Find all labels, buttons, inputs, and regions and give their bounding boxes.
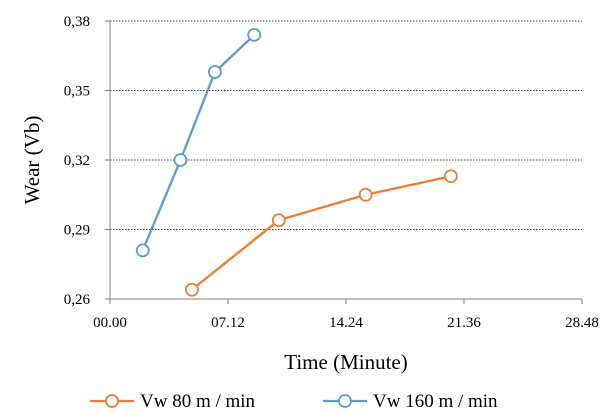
data-point bbox=[135, 243, 150, 258]
y-tick-label: 0,38 bbox=[64, 14, 90, 30]
legend-label: Vw 80 m / min bbox=[140, 391, 256, 412]
series bbox=[135, 28, 458, 297]
y-axis-title: Wear (Vb) bbox=[20, 116, 44, 205]
data-point bbox=[271, 213, 286, 228]
x-axis-title: Time (Minute) bbox=[284, 350, 407, 374]
y-axis-ticks: 0,26 0,29 0,32 0,35 0,38 bbox=[64, 14, 110, 308]
legend-item-1: Vw 80 m / min bbox=[90, 391, 256, 412]
y-tick-label: 0,29 bbox=[64, 223, 90, 239]
series-1 bbox=[185, 169, 458, 297]
x-tick-label: 00.00 bbox=[93, 315, 127, 331]
y-tick-label: 0,35 bbox=[64, 84, 90, 100]
legend-swatch-marker bbox=[338, 394, 352, 408]
y-tick-label: 0,32 bbox=[64, 153, 90, 169]
series-line bbox=[141, 34, 255, 251]
x-tick-label: 07.12 bbox=[211, 315, 245, 331]
x-axis-ticks: 00.00 07.12 14.24 21.36 28.48 bbox=[93, 299, 599, 331]
data-point bbox=[173, 153, 188, 167]
series-2 bbox=[135, 28, 262, 258]
legend-item-2: Vw 160 m / min bbox=[323, 391, 498, 412]
data-point bbox=[358, 187, 373, 202]
legend-swatch-marker bbox=[105, 394, 119, 408]
x-tick-label: 14.24 bbox=[329, 315, 363, 331]
series-line bbox=[191, 175, 452, 291]
x-tick-label: 28.48 bbox=[565, 315, 599, 331]
data-point bbox=[207, 65, 222, 79]
data-point bbox=[247, 28, 262, 42]
data-point bbox=[185, 282, 199, 297]
legend: Vw 80 m / min Vw 160 m / min bbox=[90, 391, 498, 412]
y-tick-label: 0,26 bbox=[64, 292, 91, 308]
x-tick-label: 21.36 bbox=[447, 315, 481, 331]
data-point bbox=[443, 169, 458, 184]
gridlines bbox=[110, 20, 582, 230]
legend-label: Vw 160 m / min bbox=[373, 391, 498, 412]
